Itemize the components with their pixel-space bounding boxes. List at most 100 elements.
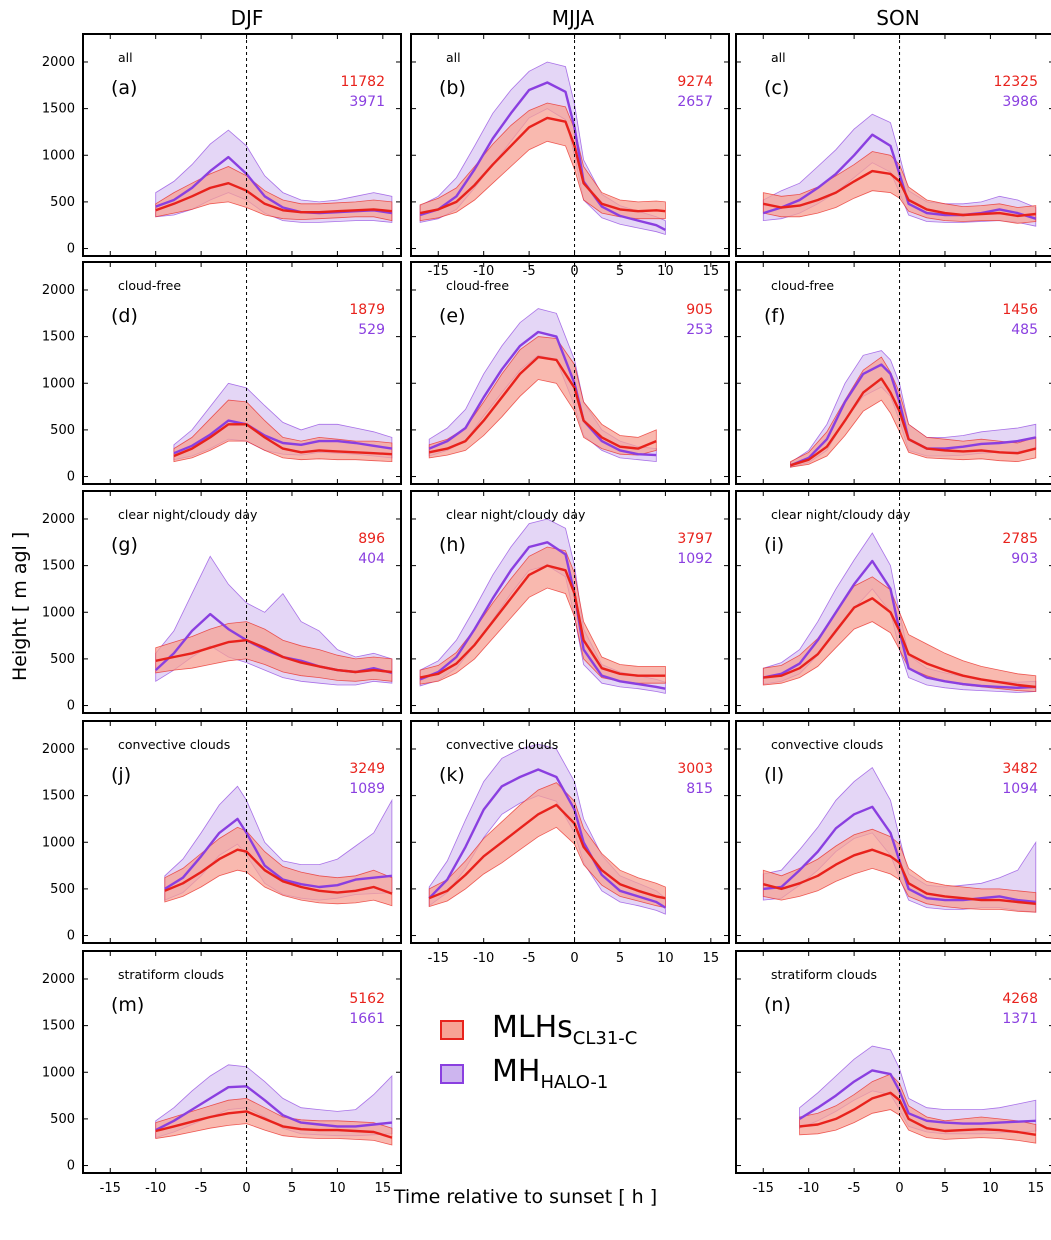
count-mh: 1661 xyxy=(349,1011,385,1027)
y-tick-label: 0 xyxy=(67,242,75,257)
panel-letter: (a) xyxy=(111,77,137,99)
x-tick-label: 0 xyxy=(570,951,578,966)
x-tick-label: -15 xyxy=(100,1181,121,1196)
panel-letter: (n) xyxy=(764,994,791,1016)
legend-label-mlh: MLHs xyxy=(492,1010,573,1045)
panel-frame xyxy=(410,720,730,944)
median-line-mh xyxy=(790,363,1037,467)
iqr-band-mlh xyxy=(173,399,393,463)
x-tick-label: -15 xyxy=(428,951,449,966)
count-mh: 815 xyxy=(686,781,713,797)
iqr-band-mlh xyxy=(419,546,666,685)
panel-category: convective clouds xyxy=(771,737,883,752)
x-axis-label: Time relative to sunset [ h ] xyxy=(393,1186,658,1208)
y-tick-label: 1500 xyxy=(42,1019,75,1034)
panel-k: -15 -10 -5 0 5 10 15 convective clouds (k) 3003 81… xyxy=(410,720,730,966)
median-line-mlh xyxy=(155,181,393,214)
plot-area xyxy=(155,1064,393,1146)
panel-frame xyxy=(410,33,730,257)
count-mh: 1094 xyxy=(1002,781,1038,797)
x-tick-label: 10 xyxy=(657,951,674,966)
count-mh: 903 xyxy=(1011,551,1038,567)
column-title-mjja: MJJA xyxy=(551,6,595,30)
panel-n: -15 -10 -5 0 5 10 15 stratiform clouds (n) 4268 13… xyxy=(735,950,1051,1196)
count-mh: 3986 xyxy=(1002,94,1038,110)
x-tick-label: 15 xyxy=(703,951,720,966)
x-tick-label: 15 xyxy=(703,264,720,279)
panel-frame xyxy=(735,33,1051,257)
y-tick-label: 0 xyxy=(67,929,75,944)
x-tick-label: 0 xyxy=(570,264,578,279)
x-tick-label: -5 xyxy=(848,1181,861,1196)
x-tick-label: 5 xyxy=(288,1181,296,1196)
y-tick-label: 1500 xyxy=(42,330,75,345)
panel-frame xyxy=(82,720,402,944)
panel-letter: (h) xyxy=(439,534,466,556)
panel-frame xyxy=(82,261,402,485)
count-mh: 485 xyxy=(1011,322,1038,338)
median-line-mlh xyxy=(155,1110,393,1139)
panel-category: clear night/cloudy day xyxy=(118,507,258,522)
panel-letter: (e) xyxy=(439,305,466,327)
x-tick-label: -15 xyxy=(753,1181,774,1196)
median-line-mlh xyxy=(155,639,393,674)
column-title-djf: DJF xyxy=(230,6,264,30)
median-line-mh xyxy=(428,768,667,909)
panel-letter: (b) xyxy=(439,77,466,99)
median-line-mlh xyxy=(419,116,666,215)
count-mh: 3971 xyxy=(349,94,385,110)
count-mh: 1092 xyxy=(677,551,713,567)
panel-category: stratiform clouds xyxy=(771,967,877,982)
panel-c: all (c) 12325 3986 xyxy=(735,33,1051,257)
median-line-mlh xyxy=(419,564,666,679)
panel-j: 0 500 1000 1500 2000 convective clouds (j) 3249… xyxy=(42,720,402,944)
legend-swatch-mh xyxy=(440,1064,464,1084)
plot-area xyxy=(419,518,666,694)
y-tick-label: 1000 xyxy=(42,148,75,163)
y-tick-label: 500 xyxy=(50,195,75,210)
panel-letter: (k) xyxy=(439,764,465,786)
count-mlh: 1879 xyxy=(349,302,385,318)
plot-area xyxy=(790,350,1037,468)
x-tick-label: 10 xyxy=(329,1181,346,1196)
column-title-son: SON xyxy=(876,6,920,30)
panel-frame xyxy=(82,950,402,1174)
count-mh: 529 xyxy=(358,322,385,338)
panel-d: 0 500 1000 1500 2000 cloud-free (d) 1879 529 xyxy=(42,261,402,485)
x-tick-label: -10 xyxy=(798,1181,819,1196)
count-mh: 1089 xyxy=(349,781,385,797)
count-mh: 1371 xyxy=(1002,1011,1038,1027)
panel-category: all xyxy=(118,50,133,65)
y-tick-label: 1000 xyxy=(42,605,75,620)
panel-category: clear night/cloudy day xyxy=(771,507,911,522)
x-tick-label: 5 xyxy=(616,264,624,279)
iqr-band-mlh xyxy=(155,166,393,222)
plot-area xyxy=(164,785,393,907)
iqr-band-mlh xyxy=(428,336,657,459)
panel-category: stratiform clouds xyxy=(118,967,224,982)
panel-a: 0 500 1000 1500 2000 all (a) 11782 3971 xyxy=(42,33,402,257)
median-line-mh xyxy=(419,541,666,690)
iqr-band-mlh xyxy=(762,828,1037,913)
count-mlh: 9274 xyxy=(677,74,713,90)
x-tick-label: 10 xyxy=(982,1181,999,1196)
median-line-mlh xyxy=(173,423,392,458)
x-tick-label: -10 xyxy=(145,1181,166,1196)
x-tick-label: 15 xyxy=(375,1181,392,1196)
median-line-mlh xyxy=(799,1091,1036,1136)
iqr-band-mlh xyxy=(762,151,1037,224)
median-line-mlh xyxy=(428,803,666,900)
y-tick-label: 0 xyxy=(67,470,75,485)
panel-g: 0 500 1000 1500 2000 clear night/cloudy day (g… xyxy=(42,490,402,714)
y-tick-label: 2000 xyxy=(42,742,75,757)
y-tick-label: 500 xyxy=(50,423,75,438)
panel-letter: (f) xyxy=(764,305,786,327)
x-tick-label: -15 xyxy=(428,264,449,279)
y-tick-label: 1000 xyxy=(42,1065,75,1080)
panel-category: clear night/cloudy day xyxy=(446,507,586,522)
legend-sub-mlh: CL31-C xyxy=(572,1028,638,1049)
median-line-mh xyxy=(155,1085,393,1132)
count-mlh: 3003 xyxy=(677,761,713,777)
y-tick-label: 0 xyxy=(67,1159,75,1174)
